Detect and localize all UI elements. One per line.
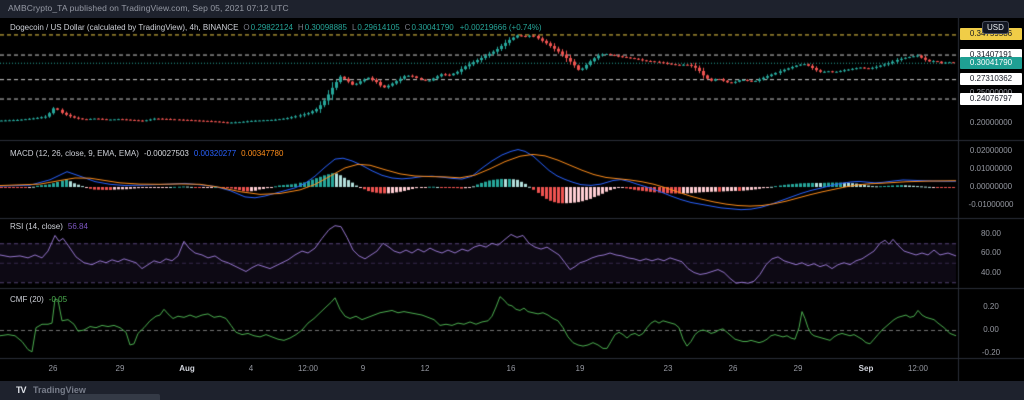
price-axis-tick: 0.00000000: [969, 182, 1013, 191]
time-axis-tick: 9: [360, 364, 366, 373]
macd-value: -0.00027503: [143, 149, 189, 158]
price-axis-tick: 40.00: [980, 267, 1002, 277]
ohlc-field: O0.29822124: [243, 23, 293, 32]
price-axis-tick: 80.00: [980, 228, 1002, 238]
time-axis-tick: 12:00: [297, 364, 319, 373]
white-level-price-label: 0.24076797: [960, 92, 1022, 105]
price-axis-tick: 0.02000000: [969, 146, 1013, 155]
main-symbol-legend[interactable]: Dogecoin / US Dollar (calculated by Trad…: [10, 23, 542, 32]
symbol-title: Dogecoin / US Dollar (calculated by Trad…: [10, 23, 239, 32]
price-scale[interactable]: 0.25000000 0.20000000 0.02000000 0.01000000…: [958, 18, 1024, 381]
tradingview-logo-icon[interactable]: TV: [16, 385, 26, 395]
cmf-legend[interactable]: CMF (20) -0.05: [10, 295, 67, 304]
ohlc-field: C0.30041790: [404, 23, 454, 32]
time-axis-tick: 29: [115, 364, 125, 373]
macd-title: MACD (12, 26, close, 9, EMA, EMA): [10, 149, 139, 158]
time-axis-tick: Aug: [179, 364, 195, 373]
time-axis[interactable]: 26 29 Aug 4 12:00 9 12 16 19 23 26 29 Sep 12:00: [0, 359, 958, 381]
price-axis-tick: 0.20000000: [969, 118, 1013, 127]
ohlc-values: O0.29822124 H0.30098885 L0.29614105 C0.3004…: [238, 23, 541, 32]
rsi-legend[interactable]: RSI (14, close) 56.84: [10, 222, 88, 231]
macd-value: 0.00347780: [241, 149, 284, 158]
time-axis-tick: 29: [793, 364, 803, 373]
ohlc-field: +0.00219666 (+0.74%): [459, 23, 542, 32]
attribution-text: AMBCrypto_TA published on TradingView.co…: [8, 3, 289, 13]
macd-values: -0.00027503 0.00320277 0.00347780: [139, 149, 283, 158]
macd-value: 0.00320277: [193, 149, 237, 158]
time-axis-tick: 19: [575, 364, 585, 373]
usd-axis-tooltip: USD: [982, 21, 1009, 34]
macd-legend[interactable]: MACD (12, 26, close, 9, EMA, EMA) -0.0002…: [10, 149, 283, 158]
price-axis-tick: 0.01000000: [969, 164, 1013, 173]
price-axis-tick: 0.00: [983, 325, 999, 334]
time-axis-tick: 16: [506, 364, 516, 373]
cmf-value: -0.05: [48, 295, 68, 304]
white-level-price-label: 0.27310362: [960, 73, 1022, 86]
ohlc-field: H0.30098885: [297, 23, 347, 32]
tradingview-brand-link[interactable]: TradingView: [33, 385, 86, 395]
footer-bar: TV TradingView: [0, 381, 1024, 400]
current-price-label: 0.30041790: [960, 56, 1022, 69]
ohlc-field: L0.29614105: [351, 23, 400, 32]
usd-tooltip-text: USD: [987, 23, 1004, 32]
price-axis-tick: 0.25000000: [960, 87, 1022, 99]
time-axis-tick: Sep: [858, 364, 874, 373]
rsi-value: 56.84: [67, 222, 88, 231]
time-axis-tick: 12:00: [907, 364, 929, 373]
time-axis-tick: 4: [248, 364, 254, 373]
chart-canvas[interactable]: [0, 18, 1024, 381]
price-axis-tick: -0.20: [981, 348, 1001, 357]
price-axis-tick: 60.00: [980, 248, 1002, 257]
time-axis-tick: 26: [728, 364, 738, 373]
time-axis-tick: 12: [420, 364, 430, 373]
time-axis-tick: 23: [663, 364, 673, 373]
attribution-bar: AMBCrypto_TA published on TradingView.co…: [0, 0, 1024, 18]
time-axis-tick: 26: [48, 364, 58, 373]
bottom-partial-overlay: [68, 394, 160, 400]
price-axis-tick: 0.20: [983, 302, 999, 311]
cmf-title: CMF (20): [10, 295, 44, 304]
rsi-title: RSI (14, close): [10, 222, 63, 231]
price-axis-tick: -0.01000000: [968, 200, 1014, 209]
